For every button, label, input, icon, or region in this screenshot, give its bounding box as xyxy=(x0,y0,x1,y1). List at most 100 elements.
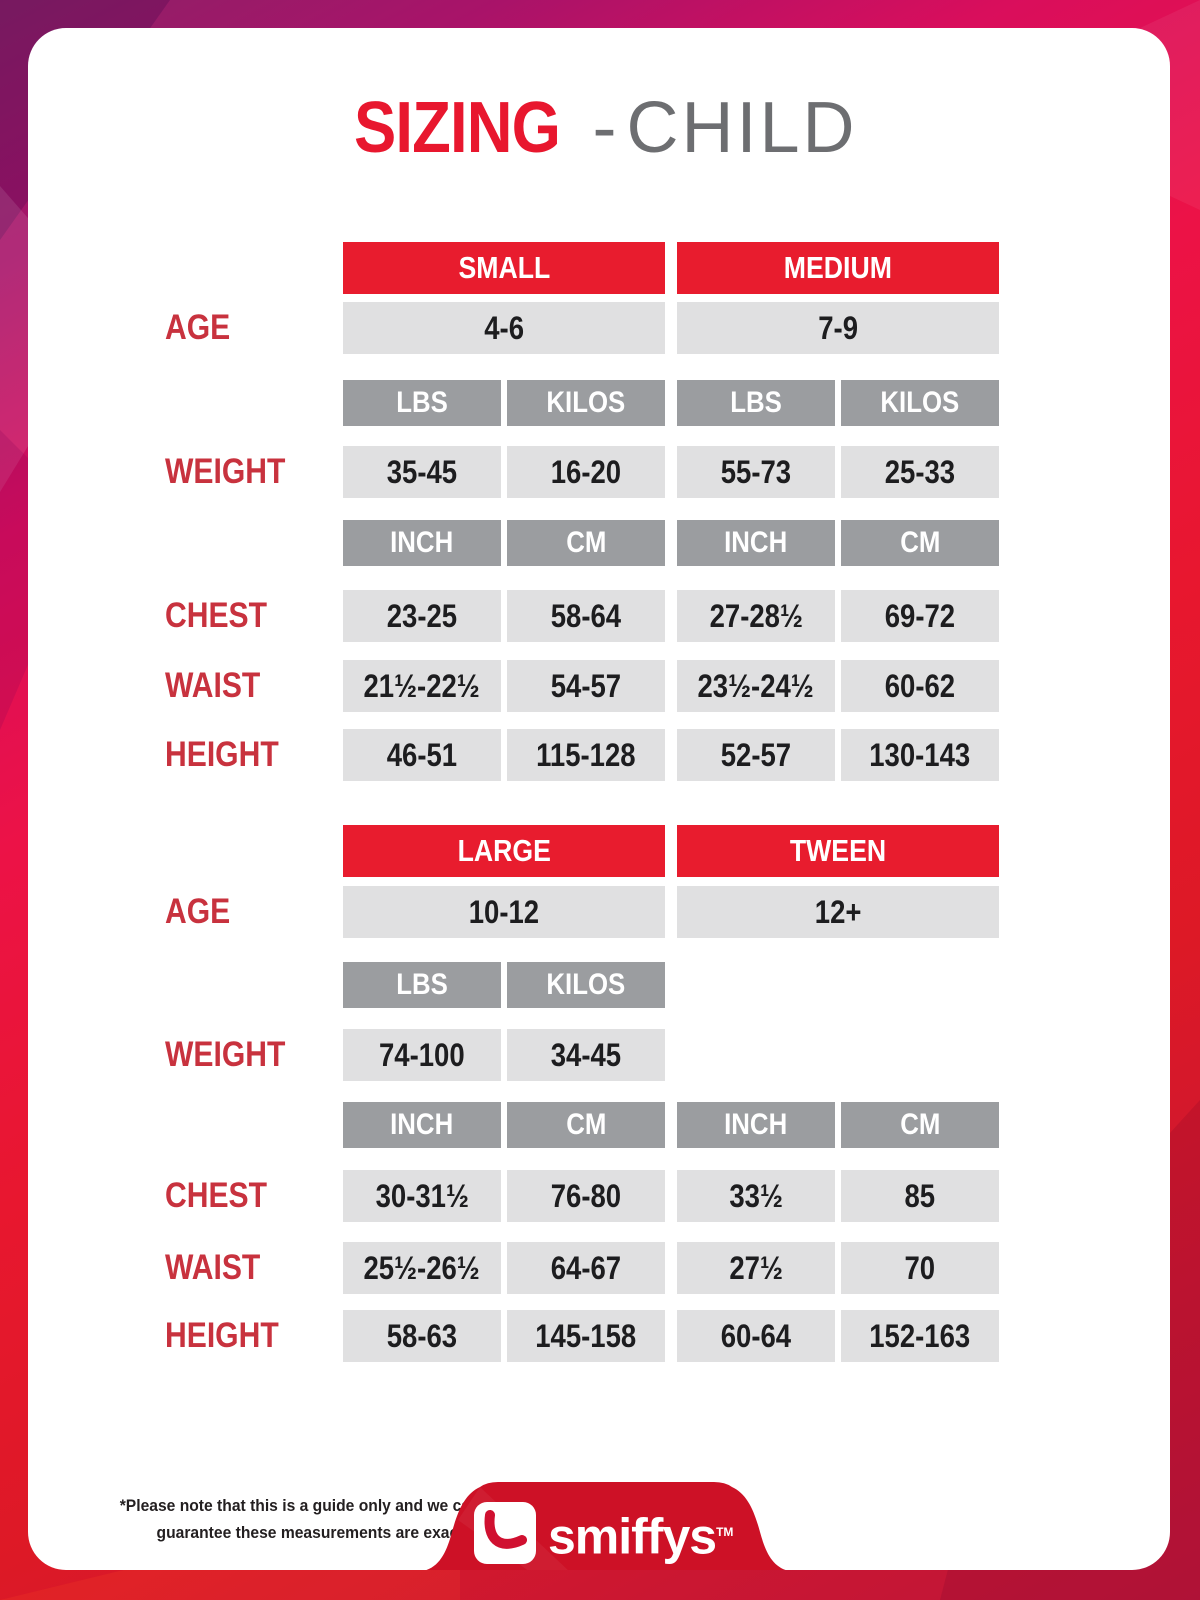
chest-row: CHEST 30-31½ 76-80 33½ 85 xyxy=(165,1170,1170,1222)
brand-logo-mark xyxy=(474,1502,536,1564)
waist-value: 60-62 xyxy=(841,660,999,712)
weight-value: 74-100 xyxy=(343,1029,501,1081)
waist-value: 70 xyxy=(841,1242,999,1294)
size-header-medium: MEDIUM xyxy=(677,242,999,294)
waist-value: 54-57 xyxy=(507,660,665,712)
unit-header-inch: INCH xyxy=(343,520,501,566)
brand-logo: smiffysTM xyxy=(474,1502,733,1567)
chest-value: 69-72 xyxy=(841,590,999,642)
title-child: CHILD xyxy=(626,88,858,168)
row-label-chest: CHEST xyxy=(165,1176,268,1215)
row-label-chest: CHEST xyxy=(165,596,268,635)
row-label-height: HEIGHT xyxy=(165,1316,279,1355)
brand-wordmark: smiffysTM xyxy=(548,1508,734,1565)
column-gap xyxy=(665,729,677,781)
height-row: HEIGHT 58-63 145-158 60-64 152-163 xyxy=(165,1310,1170,1362)
weight-row: WEIGHT 35-45 16-20 55-73 25-33 xyxy=(165,446,1170,498)
column-gap xyxy=(665,886,677,938)
sizing-card: SIZING - CHILD SMALL MEDIUM AGE 4-6 7-9 LB… xyxy=(28,28,1170,1570)
chest-value: 85 xyxy=(841,1170,999,1222)
smile-icon xyxy=(484,1510,527,1549)
chest-value: 33½ xyxy=(677,1170,835,1222)
column-gap xyxy=(665,380,677,426)
unit-header-cm: CM xyxy=(507,520,665,566)
weight-units-row: LBS KILOS xyxy=(165,962,1170,1008)
unit-header-lbs: LBS xyxy=(343,380,501,426)
disclaimer-line-1: *Please note that this is a guide only a… xyxy=(119,1496,505,1515)
height-value: 152-163 xyxy=(841,1310,999,1362)
weight-value: 55-73 xyxy=(677,446,835,498)
row-label-height: HEIGHT xyxy=(165,735,279,774)
row-label-age: AGE xyxy=(165,308,231,347)
waist-value: 64-67 xyxy=(507,1242,665,1294)
column-gap xyxy=(665,1242,677,1294)
age-value-large: 10-12 xyxy=(343,886,665,938)
disclaimer-note: *Please note that this is a guide only a… xyxy=(52,1492,572,1546)
age-row: AGE 10-12 12+ xyxy=(165,886,1170,938)
column-gap xyxy=(665,520,677,566)
waist-value: 21½-22½ xyxy=(343,660,501,712)
waist-value: 27½ xyxy=(677,1242,835,1294)
brand-badge: smiffysTM xyxy=(420,1482,792,1570)
unit-header-inch: INCH xyxy=(677,1102,835,1148)
page-title: SIZING - CHILD xyxy=(28,86,1170,170)
height-value: 145-158 xyxy=(507,1310,665,1362)
unit-header-kilos: KILOS xyxy=(841,380,999,426)
row-label-weight: WEIGHT xyxy=(165,452,286,491)
chest-value: 27-28½ xyxy=(677,590,835,642)
title-separator: - xyxy=(592,88,617,168)
unit-header-cm: CM xyxy=(841,1102,999,1148)
weight-value: 16-20 xyxy=(507,446,665,498)
weight-row: WEIGHT 74-100 34-45 xyxy=(165,1029,1170,1081)
weight-value: 34-45 xyxy=(507,1029,665,1081)
column-gap xyxy=(665,1102,677,1148)
column-gap xyxy=(665,590,677,642)
chest-value: 58-64 xyxy=(507,590,665,642)
waist-value: 23½-24½ xyxy=(677,660,835,712)
size-header-row: SMALL MEDIUM xyxy=(165,242,1170,294)
age-row: AGE 4-6 7-9 xyxy=(165,302,1170,354)
unit-header-inch: INCH xyxy=(343,1102,501,1148)
height-value: 115-128 xyxy=(507,729,665,781)
age-value-medium: 7-9 xyxy=(677,302,999,354)
chest-value: 76-80 xyxy=(507,1170,665,1222)
disclaimer-line-2: guarantee these measurements are exact. xyxy=(156,1523,468,1542)
size-header-large: LARGE xyxy=(343,825,665,877)
length-units-row: INCH CM INCH CM xyxy=(165,520,1170,566)
column-gap xyxy=(665,242,677,294)
row-label-spacer xyxy=(165,825,343,877)
waist-row: WAIST 25½-26½ 64-67 27½ 70 xyxy=(165,1242,1170,1294)
row-label-waist: WAIST xyxy=(165,666,261,705)
age-value-tween: 12+ xyxy=(677,886,999,938)
size-header-tween: TWEEN xyxy=(677,825,999,877)
row-label-spacer xyxy=(165,962,343,1008)
unit-header-lbs: LBS xyxy=(343,962,501,1008)
unit-header-inch: INCH xyxy=(677,520,835,566)
age-value-small: 4-6 xyxy=(343,302,665,354)
column-gap xyxy=(665,1310,677,1362)
column-gap xyxy=(665,302,677,354)
row-label-spacer xyxy=(165,520,343,566)
waist-value: 25½-26½ xyxy=(343,1242,501,1294)
height-value: 130-143 xyxy=(841,729,999,781)
column-gap xyxy=(665,1170,677,1222)
height-value: 46-51 xyxy=(343,729,501,781)
height-row: HEIGHT 46-51 115-128 52-57 130-143 xyxy=(165,729,1170,781)
unit-header-cm: CM xyxy=(507,1102,665,1148)
size-table-small-medium: SMALL MEDIUM AGE 4-6 7-9 LBS KILOS LBS K… xyxy=(165,242,1170,781)
row-label-weight: WEIGHT xyxy=(165,1035,286,1074)
column-gap xyxy=(665,446,677,498)
size-header-small: SMALL xyxy=(343,242,665,294)
row-label-spacer xyxy=(165,380,343,426)
row-label-age: AGE xyxy=(165,892,231,931)
weight-units-row: LBS KILOS LBS KILOS xyxy=(165,380,1170,426)
height-value: 58-63 xyxy=(343,1310,501,1362)
height-value: 60-64 xyxy=(677,1310,835,1362)
weight-value: 35-45 xyxy=(343,446,501,498)
size-table-large-tween: LARGE TWEEN AGE 10-12 12+ LBS KILOS WEIG… xyxy=(165,825,1170,1362)
chest-value: 30-31½ xyxy=(343,1170,501,1222)
column-gap xyxy=(665,825,677,877)
unit-header-kilos: KILOS xyxy=(507,380,665,426)
unit-header-kilos: KILOS xyxy=(507,962,665,1008)
row-label-spacer xyxy=(165,1102,343,1148)
